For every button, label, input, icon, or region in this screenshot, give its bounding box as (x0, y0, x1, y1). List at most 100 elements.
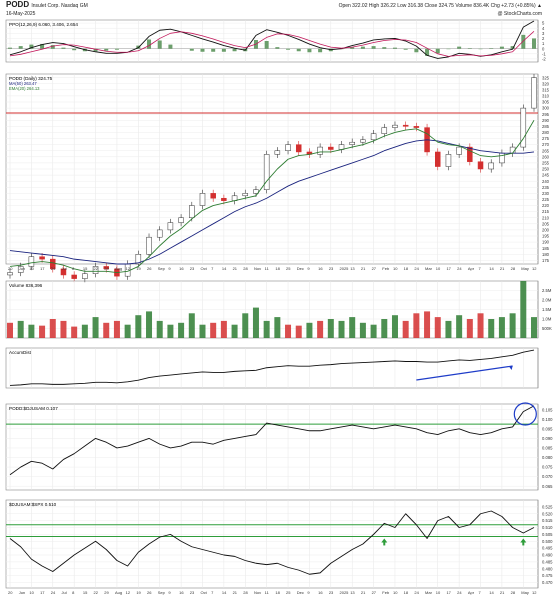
candle-body (221, 197, 227, 201)
volume-bar (199, 324, 206, 338)
price-tick-label: 270 (542, 142, 550, 147)
x-axis-label-bottom: 16 (318, 590, 323, 595)
x-axis-label: 8 (72, 266, 75, 271)
x-axis-label: Aug (115, 266, 122, 271)
ppo-signal-line (9, 30, 535, 57)
candle-body (50, 258, 56, 270)
price-tick-label: 290 (542, 118, 550, 123)
ppo-tick-label: 4 (542, 26, 545, 31)
candle-body (392, 124, 398, 128)
candle-body (360, 139, 366, 143)
x-axis-label: 16 (318, 266, 323, 271)
volume-bar (295, 325, 302, 338)
ppo-histogram-bar (168, 44, 173, 49)
price-tick-label: 200 (542, 227, 550, 232)
ppo-histogram-bar (147, 39, 152, 49)
rs-sector-tick-label: 0.065 (542, 484, 553, 489)
price-legend-entry: EMA(20) 264.13 (9, 86, 40, 91)
volume-bar (317, 320, 324, 338)
rs-sector-tick-label: 0.095 (542, 426, 553, 431)
rs-market-tick-label: 0.490 (542, 553, 553, 558)
price-tick-label: 250 (542, 167, 550, 172)
rs-market-title: $DJUSAM:$SPX 0.510 (9, 502, 57, 507)
volume-bar (103, 322, 110, 338)
candle-body (189, 205, 195, 218)
x-axis-label: 25 (286, 266, 291, 271)
candle-body (477, 161, 484, 170)
rs-market-tick-label: 0.475 (542, 573, 553, 578)
x-axis-label: Jun (19, 266, 25, 271)
ohlc-readout: Open 322.02 High 326.22 Low 316.38 Close… (338, 3, 542, 9)
price-tick-label: 235 (542, 185, 550, 190)
ppo-histogram-bar (510, 46, 515, 49)
volume-bar (135, 315, 142, 338)
candle-body (210, 193, 216, 199)
rs-sector-frame (5, 403, 539, 491)
candle-body (82, 273, 88, 279)
ppo-histogram-bar (499, 46, 504, 49)
x-axis-label-bottom: Jul (61, 590, 66, 595)
rs-market-line (9, 510, 535, 575)
x-axis-label: 7 (479, 266, 482, 271)
ppo-histogram-bar (264, 41, 269, 49)
x-axis-label-bottom: 28 (511, 590, 516, 595)
volume-bar (498, 317, 505, 338)
ppo-tick-label: 2 (542, 36, 545, 41)
ppo-histogram-bar (296, 48, 301, 52)
rs-sector-tick-label: 0.085 (542, 446, 553, 451)
volume-bar (167, 324, 174, 338)
x-axis-label: 23 (329, 266, 334, 271)
volume-tick-label: 2.0M (542, 298, 552, 303)
candle-body (520, 107, 527, 148)
volume-bar (28, 324, 35, 338)
volume-bar (391, 315, 398, 338)
company-label: Insulet Corp. Nasdaq GM (31, 3, 88, 9)
x-axis-label-bottom: Dec (297, 590, 304, 595)
candle-body (349, 141, 355, 145)
volume-bar (92, 317, 99, 338)
x-axis-label-bottom: 9 (168, 590, 171, 595)
volume-tick-label: 2.5M (542, 288, 552, 293)
ppo-histogram-bar (414, 48, 419, 53)
candle-body (317, 146, 323, 155)
candle-body (263, 154, 270, 190)
volume-bar (327, 319, 334, 338)
x-axis-label: Mar (425, 266, 433, 271)
x-axis-label: 10 (29, 266, 34, 271)
ppo-tick-label: 1 (542, 41, 545, 46)
ppo-histogram-bar (435, 48, 440, 54)
x-axis-label-bottom: 14 (222, 590, 227, 595)
ppo-histogram-bar (403, 48, 408, 50)
ppo-histogram-bar (104, 48, 109, 51)
ppo-histogram-bar (189, 48, 194, 51)
candle-body (167, 222, 174, 231)
rs-sector-line (9, 405, 535, 476)
x-axis-label: 10 (393, 266, 398, 271)
price-tick-label: 205 (542, 221, 550, 226)
x-axis-label-bottom: Oct (200, 590, 207, 595)
x-axis-label-bottom: 9 (307, 590, 310, 595)
candle-body (328, 146, 334, 150)
x-axis-label: 20 (8, 266, 13, 271)
rs-market-tick-label: 0.500 (542, 539, 553, 544)
ppo-histogram-bar (489, 48, 494, 49)
rs-sector-tick-label: 0.090 (542, 436, 553, 441)
rs-market-tick-label: 0.525 (542, 504, 553, 509)
x-axis-label-bottom: 29 (104, 590, 109, 595)
x-axis-label-bottom: 21 (361, 590, 366, 595)
volume-bar (231, 324, 238, 338)
volume-bar (338, 320, 345, 338)
candle-body (499, 152, 505, 164)
x-axis-label-bottom: 18 (275, 590, 280, 595)
volume-bar (81, 324, 88, 338)
volume-bar (456, 315, 463, 338)
x-axis-label: 24 (414, 266, 419, 271)
x-axis-label: 22 (94, 266, 99, 271)
volume-bar (71, 326, 78, 338)
x-axis-label-bottom: 14 (489, 590, 494, 595)
volume-bar (509, 313, 516, 338)
ppo-tick-label: 0 (542, 46, 545, 51)
x-axis-label: 9 (168, 266, 171, 271)
price-title: PODD (Daily) 324.75 (9, 76, 53, 81)
